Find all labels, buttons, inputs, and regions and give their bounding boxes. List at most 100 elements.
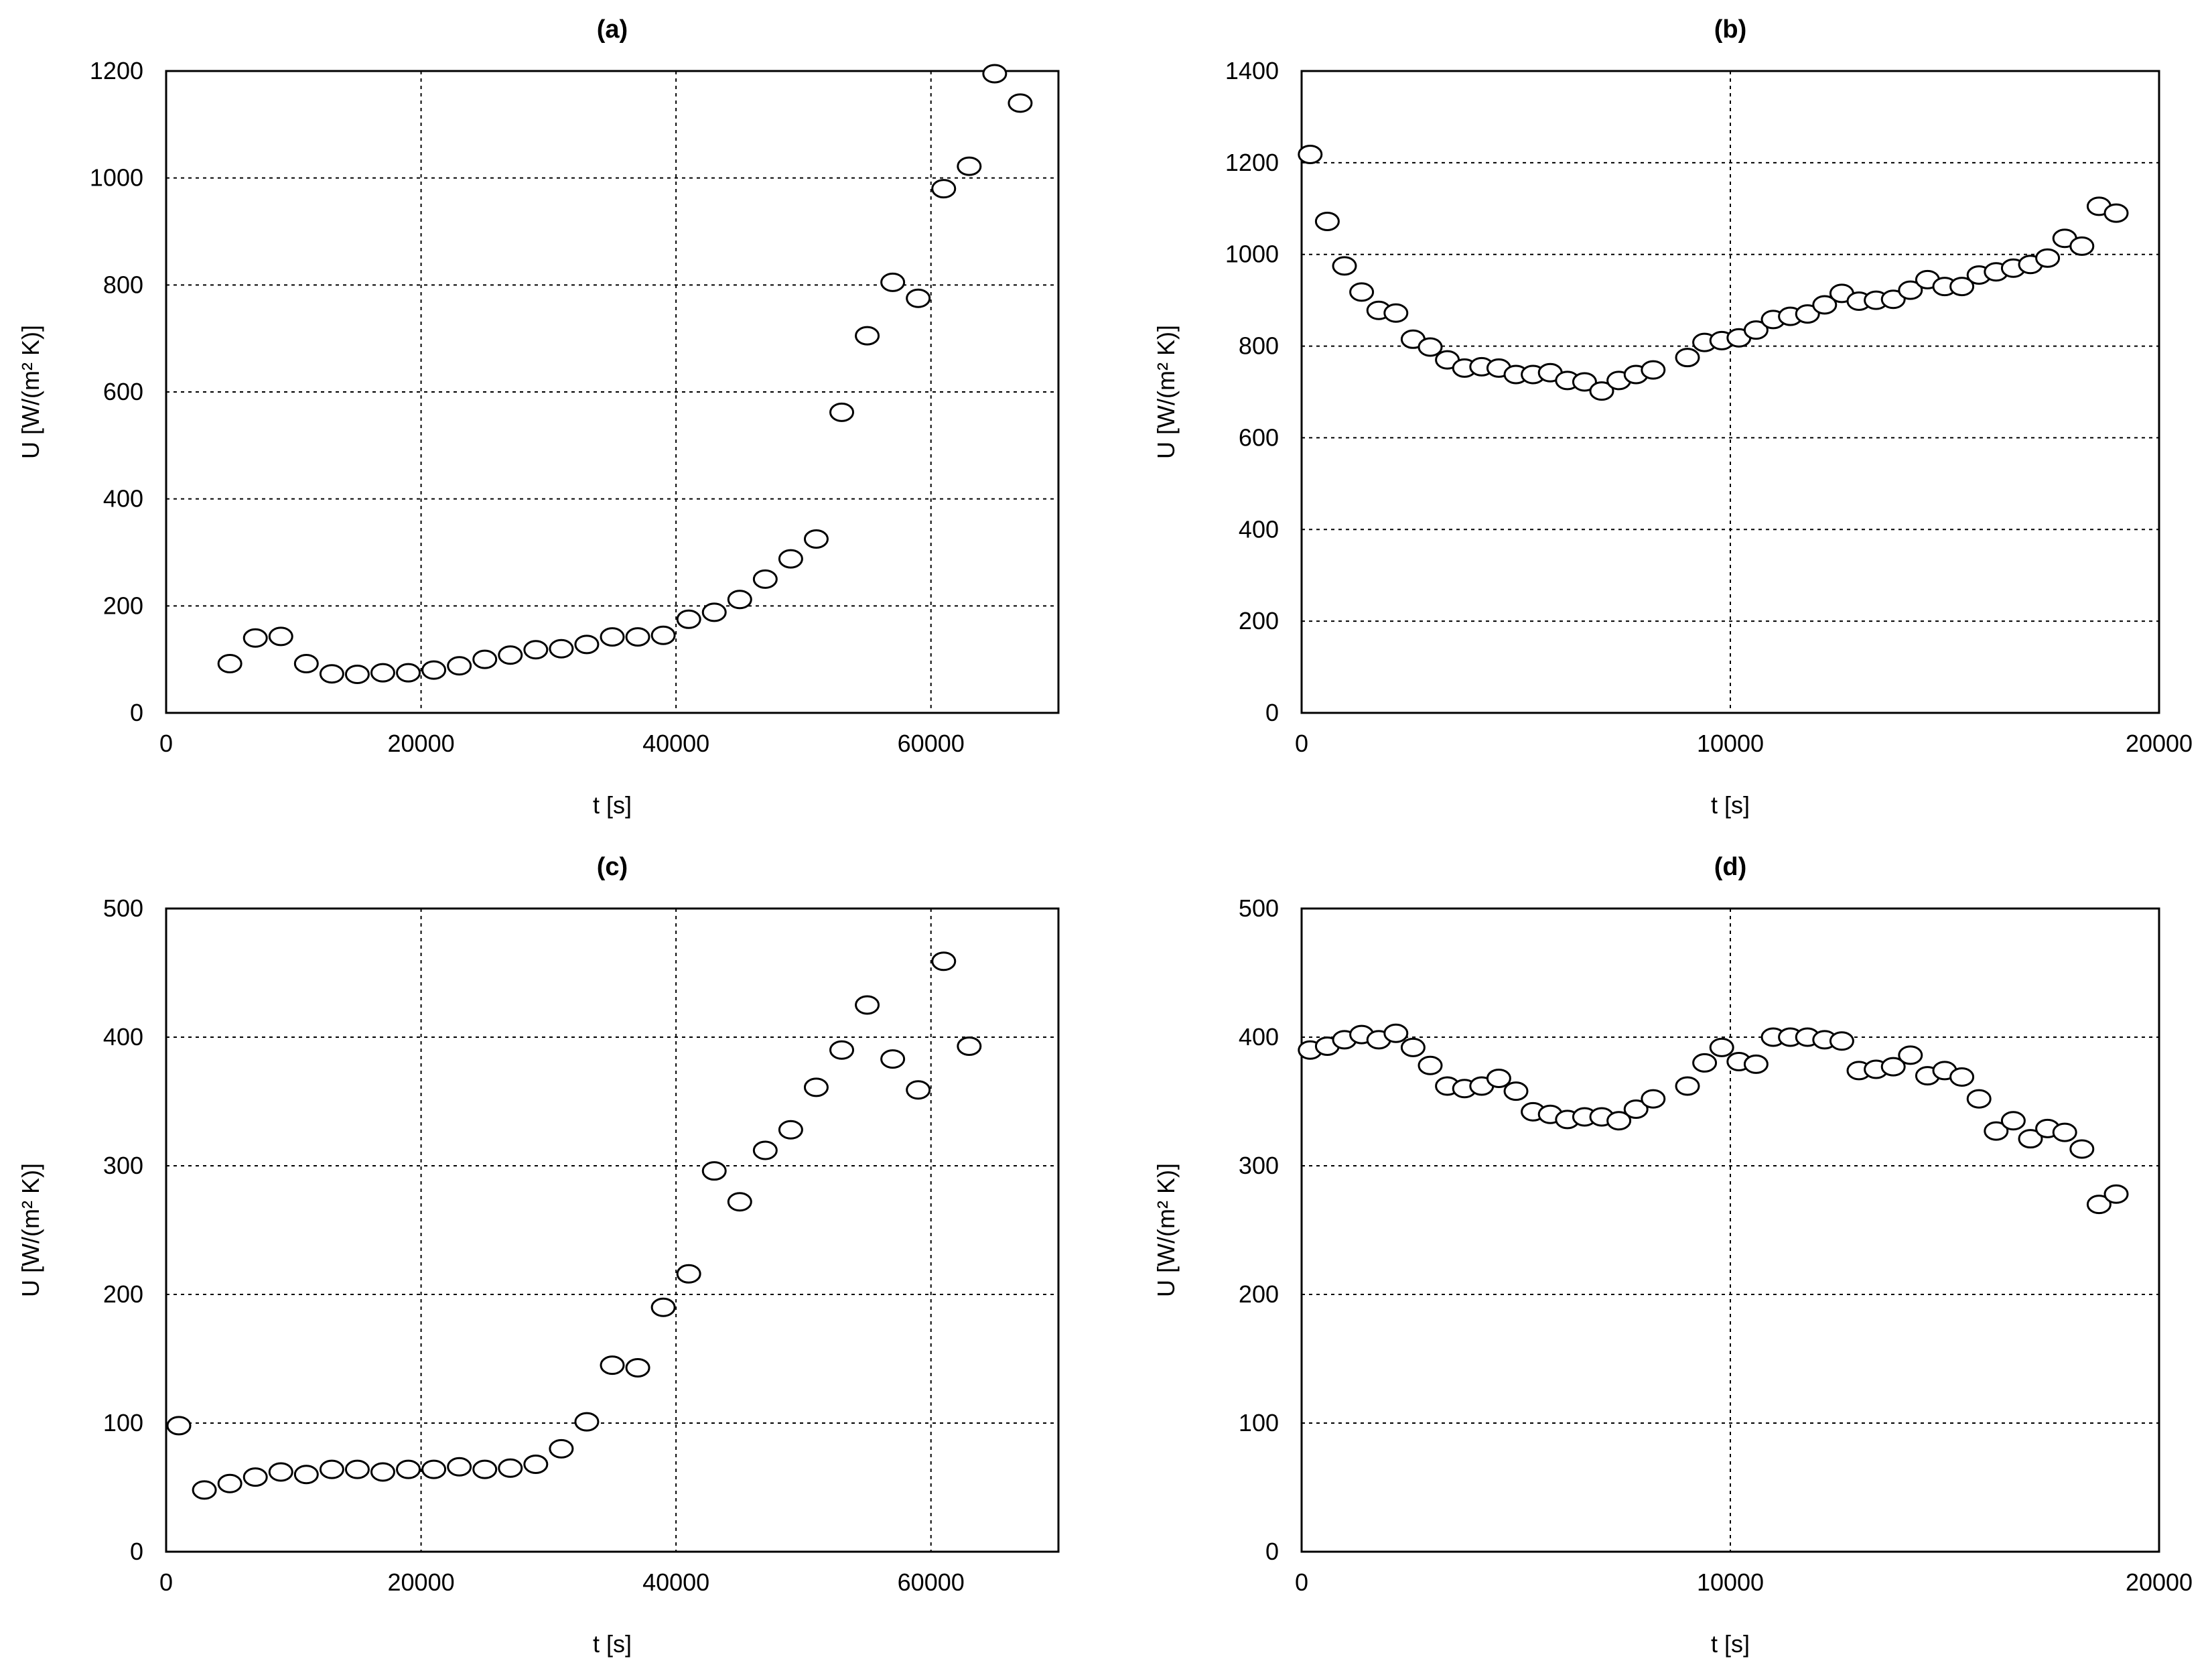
chart-title: (c) (597, 853, 628, 881)
data-point (549, 639, 574, 659)
data-point (957, 1036, 982, 1056)
data-point (344, 665, 370, 685)
y-tick-label: 1200 (1225, 149, 1279, 176)
plot-frame (1300, 70, 2160, 714)
data-point (1503, 1081, 1529, 1101)
data-point (268, 1462, 293, 1482)
y-tick-label: 1000 (90, 164, 143, 192)
data-point (2052, 1122, 2077, 1142)
data-point (1675, 348, 1700, 368)
plot-frame (165, 70, 1060, 714)
data-point (2086, 1195, 2112, 1215)
y-axis-label: U [W/(m² K)] (1152, 325, 1180, 459)
data-point (1606, 1111, 1632, 1131)
data-point (778, 1120, 803, 1140)
y-tick-label: 100 (1239, 1409, 1279, 1436)
data-point (370, 1462, 395, 1482)
y-tick-label: 400 (1239, 1023, 1279, 1051)
data-point (1641, 360, 1666, 380)
data-point (600, 1355, 625, 1376)
data-point (1008, 93, 1033, 113)
x-axis-label: t [s] (593, 791, 632, 819)
data-point (574, 634, 600, 655)
y-tick-label: 0 (1265, 1538, 1279, 1565)
data-point (192, 1480, 217, 1500)
y-tick-label: 1200 (90, 57, 143, 84)
data-point (931, 951, 957, 971)
data-point (1332, 256, 1357, 276)
data-point (447, 656, 472, 676)
data-point (1349, 282, 1375, 302)
data-point (1589, 381, 1614, 401)
data-point (982, 64, 1008, 84)
data-point (1572, 372, 1597, 392)
data-point (1383, 303, 1409, 323)
y-axis-label: U [W/(m² K)] (17, 1163, 44, 1297)
data-point (676, 609, 701, 629)
data-point (880, 272, 906, 292)
y-tick-label: 100 (103, 1409, 143, 1436)
y-axis-label: U [W/(m² K)] (1152, 1163, 1180, 1297)
plot-frame (1300, 907, 2160, 1553)
data-point (319, 1459, 344, 1479)
data-point (217, 654, 243, 674)
data-point (957, 156, 982, 176)
y-tick-label: 500 (103, 894, 143, 922)
data-point (625, 1357, 650, 1378)
data-point (523, 1454, 549, 1474)
chart-title: (a) (597, 15, 628, 44)
y-tick-label: 1000 (1225, 241, 1279, 268)
data-point (650, 1297, 676, 1317)
data-point (2103, 1184, 2129, 1204)
data-point (880, 1049, 906, 1069)
y-tick-label: 300 (1239, 1152, 1279, 1179)
data-point (855, 326, 880, 346)
data-point (2018, 1129, 2043, 1149)
y-tick-label: 200 (1239, 607, 1279, 634)
data-point (1641, 1089, 1666, 1109)
data-point (701, 1161, 727, 1181)
data-point (217, 1473, 243, 1493)
data-point (2103, 203, 2129, 223)
data-point (829, 1040, 855, 1060)
data-point (1418, 337, 1443, 357)
data-point (293, 1465, 319, 1485)
x-tick-label: 0 (159, 730, 173, 757)
chart-title: (b) (1714, 15, 1747, 44)
data-point (243, 628, 268, 648)
y-tick-label: 200 (1239, 1280, 1279, 1308)
data-point (752, 569, 778, 589)
data-point (319, 664, 344, 684)
data-point (472, 1459, 498, 1479)
data-point (650, 625, 676, 645)
data-point (625, 627, 650, 647)
y-tick-label: 600 (103, 378, 143, 405)
y-tick-label: 200 (103, 1280, 143, 1308)
data-point (370, 663, 395, 683)
y-tick-label: 500 (1239, 894, 1279, 922)
y-tick-label: 600 (1239, 423, 1279, 451)
y-tick-label: 0 (130, 699, 143, 726)
data-point (1984, 1121, 2009, 1141)
data-point (1966, 1089, 1992, 1109)
data-point (447, 1457, 472, 1477)
data-point (1949, 1067, 1975, 1087)
chart-panel-d: 0 10000 20000 0 100 200 300 400 500 (d) t [s] U [W/… (1152, 853, 2193, 1658)
data-point (676, 1264, 701, 1284)
data-point (1709, 1037, 1734, 1057)
data-point (727, 590, 752, 610)
x-tick-label: 0 (1295, 1568, 1308, 1596)
data-point (931, 179, 957, 199)
x-tick-label: 10000 (1697, 1568, 1764, 1596)
data-point (1486, 1068, 1511, 1088)
data-point (2069, 1139, 2095, 1159)
x-tick-label: 40000 (642, 730, 709, 757)
x-tick-label: 0 (1295, 730, 1308, 757)
y-tick-label: 800 (103, 271, 143, 298)
data-point (803, 1077, 829, 1097)
x-axis-label: t [s] (1711, 791, 1750, 819)
x-tick-label: 20000 (388, 730, 455, 757)
data-point (1743, 1054, 1769, 1074)
data-point (1623, 1099, 1649, 1120)
x-tick-label: 0 (159, 1568, 173, 1596)
